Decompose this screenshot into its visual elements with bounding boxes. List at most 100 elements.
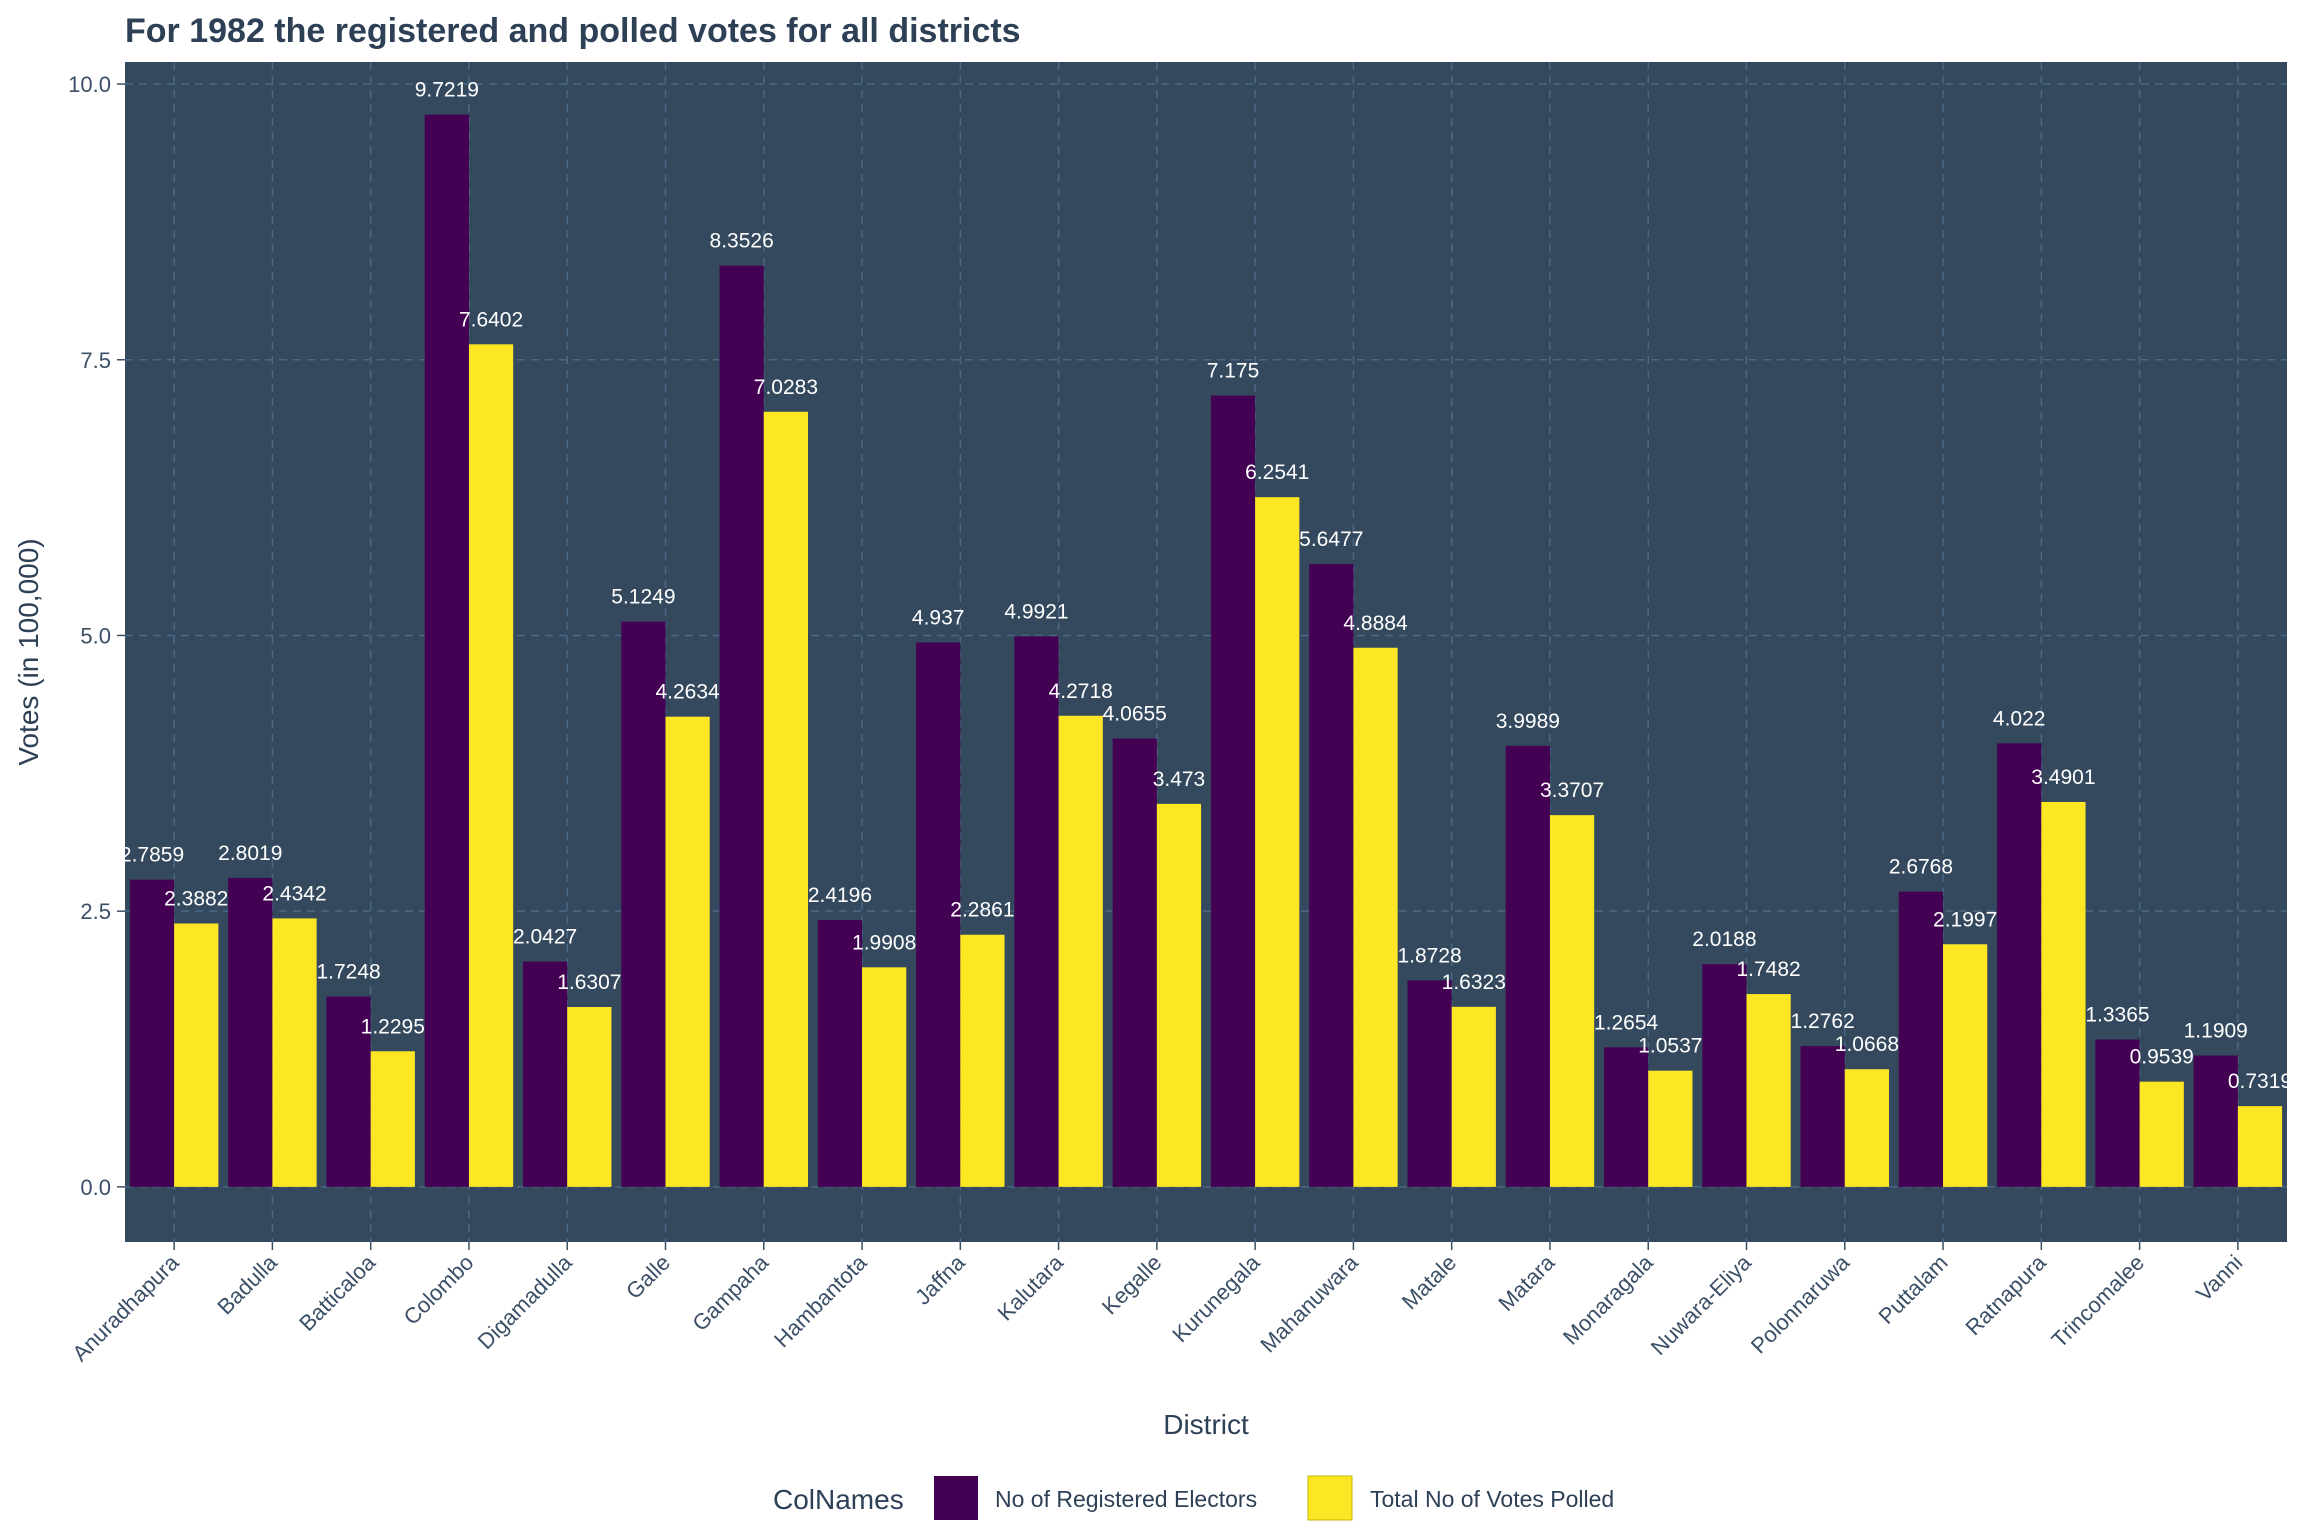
bar-registered-gampaha [719, 265, 764, 1187]
data-label-registered-jaffna: 4.937 [912, 606, 965, 629]
data-label-polled-nuwara-eliya: 1.7482 [1736, 958, 1800, 981]
data-label-registered-monaragala: 1.2654 [1594, 1011, 1659, 1034]
bar-polled-gampaha [763, 411, 808, 1187]
bar-polled-colombo [468, 344, 514, 1187]
data-label-registered-kegalle: 4.0655 [1103, 703, 1167, 726]
x-tick-label-badulla: Badulla [212, 1249, 282, 1319]
data-label-registered-puttalam: 2.6768 [1889, 856, 1953, 879]
bar-registered-ratnapura [1997, 743, 2042, 1187]
data-label-registered-colombo: 9.7219 [415, 79, 479, 102]
bar-registered-digamadulla [523, 961, 568, 1187]
data-label-polled-trincomalee: 0.9539 [2130, 1046, 2194, 1069]
data-label-polled-puttalam: 2.1997 [1933, 908, 1997, 931]
bar-registered-nuwara-eliya [1702, 964, 1747, 1187]
bar-polled-hambantota [862, 967, 907, 1187]
data-label-registered-gampaha: 8.3526 [710, 230, 774, 253]
y-tick-label: 10.0 [68, 72, 111, 97]
x-tick-label-nuwara-eliya: Nuwara-Eliya [1646, 1249, 1757, 1360]
data-label-registered-digamadulla: 2.0427 [513, 926, 577, 949]
bar-polled-anuradhapura [174, 923, 219, 1187]
data-label-polled-hambantota: 1.9908 [852, 931, 916, 954]
data-labels: 2.7859 2.3882 2.8019 2.4342 1.7248 1.2295 9.72… [120, 79, 2292, 1093]
x-tick-label-vanni: Vanni [2191, 1250, 2247, 1306]
data-label-polled-kalutara: 4.2718 [1049, 680, 1113, 703]
x-axis: Anuradhapura Badulla Batticaloa ColomboDiga… [67, 1242, 2247, 1366]
y-tick-label: 5.0 [80, 623, 111, 648]
bar-registered-hambantota [817, 920, 863, 1187]
bar-polled-galle [665, 716, 710, 1187]
data-label-registered-ratnapura: 4.022 [1993, 707, 2046, 730]
bar-polled-matara [1549, 815, 1595, 1187]
x-tick-label-ratnapura: Ratnapura [1961, 1249, 2052, 1340]
x-tick-label-mahanuwara: Mahanuwara [1255, 1249, 1363, 1357]
legend-label-registered: No of Registered Electors [995, 1486, 1257, 1512]
data-label-registered-trincomalee: 1.3365 [2085, 1003, 2149, 1026]
bar-polled-kegalle [1156, 803, 1202, 1187]
data-label-polled-kurunegala: 6.2541 [1245, 461, 1309, 484]
bar-registered-monaragala [1604, 1047, 1649, 1187]
legend: ColNames No of Registered Electors Total… [773, 1475, 1614, 1521]
bar-registered-jaffna [916, 642, 961, 1187]
bar-polled-monaragala [1648, 1070, 1693, 1187]
x-tick-label-puttalam: Puttalam [1874, 1250, 1953, 1329]
data-label-polled-mahanuwara: 4.8884 [1343, 612, 1408, 635]
bar-polled-ratnapura [2041, 801, 2086, 1187]
legend-label-polled: Total No of Votes Polled [1370, 1486, 1614, 1512]
x-tick-label-polonnaruwa: Polonnaruwa [1746, 1249, 1855, 1358]
bar-registered-puttalam [1898, 891, 1944, 1187]
data-label-registered-matale: 1.8728 [1397, 944, 1461, 967]
data-label-registered-badulla: 2.8019 [218, 842, 282, 865]
bar-registered-mahanuwara [1309, 564, 1354, 1187]
bar-registered-matara [1505, 745, 1550, 1187]
y-tick-label: 0.0 [80, 1175, 111, 1200]
bar-polled-batticaloa [370, 1051, 415, 1187]
data-label-registered-matara: 3.9989 [1496, 710, 1560, 733]
y-tick-label: 2.5 [80, 899, 111, 924]
data-label-registered-vanni: 1.1909 [2184, 1020, 2248, 1043]
bar-polled-mahanuwara [1353, 647, 1398, 1187]
data-label-polled-anuradhapura: 2.3882 [164, 887, 228, 910]
bar-polled-kurunegala [1255, 497, 1300, 1187]
x-tick-label-trincomalee: Trincomalee [2046, 1250, 2149, 1353]
x-tick-label-monaragala: Monaragala [1558, 1249, 1658, 1349]
y-axis: 0.0 2.5 5.0 7.5 10.0 [68, 72, 125, 1200]
data-label-polled-vanni: 0.7319 [2228, 1070, 2292, 1093]
x-tick-label-jaffna: Jaffna [910, 1249, 970, 1309]
x-tick-label-galle: Galle [621, 1250, 675, 1304]
data-label-registered-nuwara-eliya: 2.0188 [1692, 928, 1756, 951]
data-label-registered-mahanuwara: 5.6477 [1299, 528, 1363, 551]
bar-polled-jaffna [960, 934, 1005, 1187]
bar-registered-kegalle [1112, 738, 1157, 1187]
bar-registered-anuradhapura [129, 879, 175, 1187]
bar-registered-kalutara [1014, 636, 1059, 1187]
data-label-registered-anuradhapura: 2.7859 [120, 844, 184, 867]
bar-registered-kurunegala [1210, 395, 1256, 1187]
bar-polled-puttalam [1943, 944, 1988, 1187]
data-label-polled-gampaha: 7.0283 [754, 376, 818, 399]
data-label-polled-galle: 4.2634 [655, 681, 720, 704]
x-tick-label-matara: Matara [1493, 1249, 1560, 1316]
bar-registered-trincomalee [2095, 1039, 2140, 1187]
x-axis-title: District [1163, 1409, 1249, 1440]
bar-registered-badulla [228, 877, 273, 1187]
bar-registered-colombo [424, 114, 469, 1187]
bar-registered-batticaloa [326, 996, 371, 1187]
y-tick-label: 7.5 [80, 348, 111, 373]
legend-title: ColNames [773, 1484, 904, 1515]
y-axis-title: Votes (in 100,000) [13, 538, 44, 765]
bar-registered-galle [621, 621, 666, 1187]
data-label-registered-kurunegala: 7.175 [1207, 360, 1260, 383]
data-label-registered-galle: 5.1249 [611, 586, 675, 609]
x-tick-label-batticaloa: Batticaloa [294, 1249, 381, 1336]
data-label-polled-matara: 3.3707 [1540, 779, 1604, 802]
data-label-polled-monaragala: 1.0537 [1638, 1035, 1702, 1058]
data-label-registered-polonnaruwa: 1.2762 [1791, 1010, 1855, 1033]
bar-registered-vanni [2193, 1055, 2238, 1187]
x-tick-label-kegalle: Kegalle [1097, 1250, 1167, 1320]
bar-polled-trincomalee [2139, 1081, 2184, 1187]
bar-polled-digamadulla [567, 1007, 612, 1187]
bar-polled-vanni [2237, 1106, 2283, 1187]
data-label-polled-kegalle: 3.473 [1153, 768, 1206, 791]
bars [129, 114, 2283, 1187]
